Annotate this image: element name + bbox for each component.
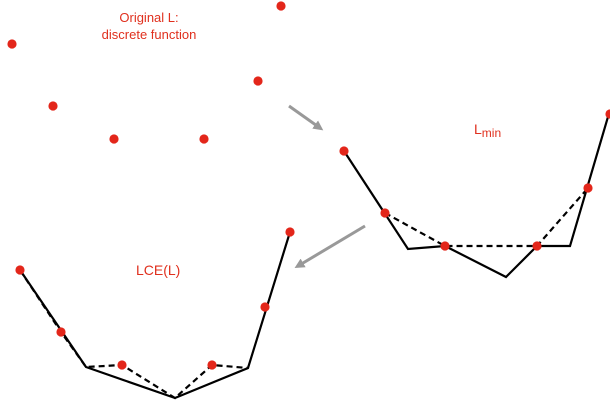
label-lmin-sub: min xyxy=(481,126,502,140)
lmin-point xyxy=(440,241,450,251)
lce-diagram xyxy=(15,227,295,400)
label-lmin-main: L xyxy=(474,121,482,137)
label-lce: LCE(L) xyxy=(136,262,181,278)
arrow-original-to-lmin xyxy=(288,104,324,131)
original-point xyxy=(7,39,17,49)
lmin-point xyxy=(583,183,593,193)
lmin-diagram xyxy=(339,109,610,279)
lmin-point xyxy=(605,109,610,119)
label-lmin: Lmin xyxy=(474,121,501,142)
original-point xyxy=(109,134,119,144)
label-original-line2: discrete function xyxy=(101,27,197,42)
lmin-dashed-curve xyxy=(384,187,589,248)
original-point xyxy=(199,134,209,144)
lce-dashed-curve xyxy=(19,269,249,400)
lce-point xyxy=(56,327,66,337)
lmin-solid-curve xyxy=(343,109,610,279)
lmin-point xyxy=(380,208,390,218)
original-point xyxy=(276,1,286,11)
arrow-lmin-to-lce xyxy=(294,224,366,269)
lce-point xyxy=(260,302,270,312)
lmin-point xyxy=(532,241,542,251)
lce-point xyxy=(285,227,295,237)
label-original-line1: Original L: xyxy=(119,10,179,25)
lce-point xyxy=(117,360,127,370)
lmin-point xyxy=(339,146,349,156)
lce-point xyxy=(207,360,217,370)
label-original-l: Original L: discrete function xyxy=(64,9,234,43)
lce-solid-curve xyxy=(19,231,292,400)
original-point xyxy=(253,76,263,86)
lce-point xyxy=(15,265,25,275)
original-points xyxy=(7,1,286,144)
original-point xyxy=(48,101,58,111)
